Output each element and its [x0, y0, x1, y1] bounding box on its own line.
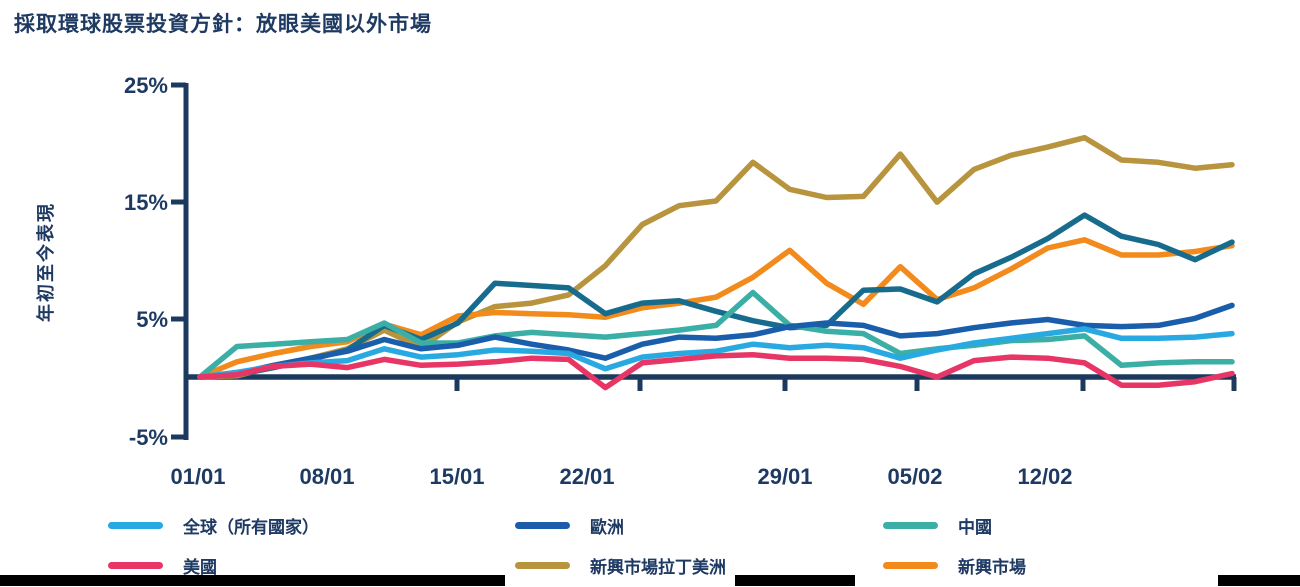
y-tick-label-15: 15% [124, 190, 168, 215]
x-tick-label-0801: 08/01 [299, 464, 354, 489]
x-tick-label-0502: 05/02 [887, 464, 942, 489]
y-tick-label-5: 5% [136, 307, 168, 332]
legend-item-us: 美國 [108, 553, 217, 578]
legend-swatch-global [108, 522, 163, 529]
x-tick-label-0101: 01/01 [170, 464, 225, 489]
x-tick-label-2901: 29/01 [757, 464, 812, 489]
legend-item-global: 全球（所有國家） [108, 513, 319, 538]
series-line-0 [197, 326, 1235, 380]
legend-label-em: 新興市場 [958, 558, 1026, 577]
chart-title: 採取環球股票投資方針：放眼美國以外市場 [14, 13, 432, 36]
x-axis-ticks [454, 377, 1237, 391]
legend-swatch-em-latam [515, 562, 570, 569]
legend-swatch-china [883, 522, 938, 529]
x-tick-label-1501: 15/01 [429, 464, 484, 489]
series-line-2 [197, 302, 1235, 380]
y-tick-label-25: 25% [124, 73, 168, 98]
legend-label-europe: 歐洲 [590, 518, 624, 537]
legend-label-china: 中國 [958, 518, 992, 537]
legend-swatch-em [883, 562, 938, 569]
legend-label-global: 全球（所有國家） [183, 518, 319, 537]
y-axis-title: 年初至今表現 [35, 202, 56, 322]
legend-label-us: 美國 [183, 558, 217, 577]
legend-item-em: 新興市場 [883, 553, 1026, 578]
redaction-bar-middle [735, 575, 855, 586]
x-tick-label-1202: 12/02 [1017, 464, 1072, 489]
series-line-3 [197, 289, 1235, 380]
legend-item-china: 中國 [883, 513, 992, 538]
legend-swatch-us [108, 562, 163, 569]
series-line-6 [197, 212, 1235, 380]
y-axis-ticks [171, 82, 186, 440]
legend-swatch-europe [515, 522, 570, 529]
legend-item-europe: 歐洲 [515, 513, 624, 538]
redaction-bar-right [1218, 575, 1300, 586]
y-tick-label-neg5: -5% [129, 425, 168, 450]
x-tick-label-2201: 22/01 [559, 464, 614, 489]
redaction-bar-left [0, 575, 505, 586]
legend-label-em-latam: 新興市場拉丁美洲 [590, 558, 726, 577]
series-lines [197, 134, 1235, 391]
series-line-1 [197, 351, 1235, 391]
legend-item-em-latam: 新興市場拉丁美洲 [515, 553, 726, 578]
